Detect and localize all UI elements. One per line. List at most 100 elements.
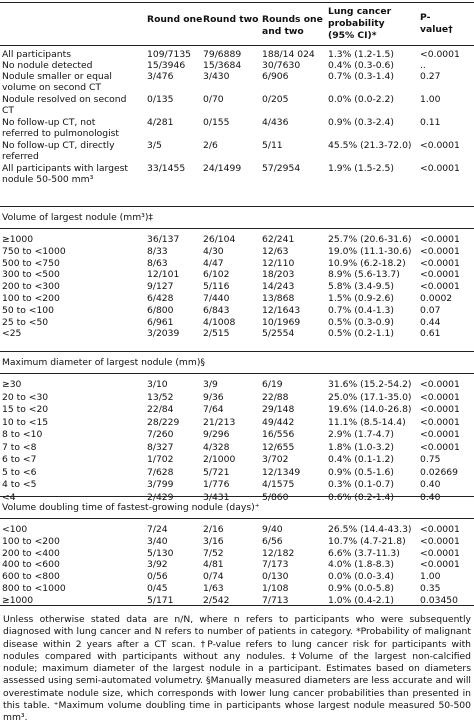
cell-p-value: ..	[420, 60, 426, 71]
cell-rounds-one-two: 7/713	[262, 595, 289, 606]
cell-rounds-one-two: 6/56	[262, 536, 283, 547]
cell-p-value: <0.0001	[420, 269, 460, 280]
header-rounds-one-two-line1: Rounds one	[262, 14, 323, 25]
cell-rounds-one-two: 3/702	[262, 454, 289, 465]
cell-rounds-one-two: 4/436	[262, 117, 289, 128]
cell-round-one: 12/101	[147, 269, 180, 280]
cell-round-two: 6/843	[203, 305, 230, 316]
row-label: 200 to <400	[2, 548, 60, 559]
cell-p-value: 0.0002	[420, 293, 453, 304]
cell-rounds-one-two: 22/88	[262, 392, 289, 403]
cell-p-value: <0.0001	[420, 404, 460, 415]
cell-p-value: <0.0001	[420, 548, 460, 559]
row-label: <100	[2, 524, 28, 535]
row-label: 6 to <7	[2, 454, 37, 465]
row-label: 600 to <800	[2, 571, 60, 582]
row-label: All participants with largest	[2, 163, 128, 174]
cell-round-two: 2/1000	[203, 454, 236, 465]
cell-rounds-one-two: 0/130	[262, 571, 289, 582]
table-rule	[0, 518, 474, 519]
cell-p-value: 0.27	[420, 71, 441, 82]
cell-round-two: 2/6	[203, 140, 218, 151]
cell-round-one: 3/10	[147, 379, 168, 390]
cell-p-value: 0.02669	[420, 467, 458, 478]
cell-round-one: 6/800	[147, 305, 174, 316]
row-label: CT	[2, 105, 15, 116]
row-label: 750 to <1000	[2, 246, 66, 257]
cell-round-two: 4/47	[203, 258, 224, 269]
table-rule	[0, 373, 474, 374]
cell-rounds-one-two: 5/860	[262, 492, 289, 503]
row-label: 800 to <1000	[2, 583, 66, 594]
table-rule	[0, 206, 474, 207]
cell-rounds-one-two: 12/63	[262, 246, 289, 257]
cell-round-one: 22/84	[147, 404, 174, 415]
row-label: <25	[2, 328, 22, 339]
header-rounds-one-two-line2: and two	[262, 26, 304, 37]
cell-rounds-one-two: 14/243	[262, 281, 295, 292]
cell-probability: 1.5% (0.9-2.6)	[328, 293, 394, 304]
cell-round-one: 3/2039	[147, 328, 180, 339]
cell-rounds-one-two: 12/1643	[262, 305, 301, 316]
cell-rounds-one-two: 49/442	[262, 417, 295, 428]
table-rule	[0, 496, 474, 497]
cell-round-one: 7/260	[147, 429, 174, 440]
row-label: 50 to <100	[2, 305, 54, 316]
cell-p-value: <0.0001	[420, 429, 460, 440]
cell-round-two: 2/515	[203, 328, 230, 339]
row-label: 5 to <6	[2, 467, 37, 478]
cell-probability: 19.6% (14.0-26.8)	[328, 404, 412, 415]
cell-p-value: <0.0001	[420, 281, 460, 292]
cell-probability: 6.6% (3.7-11.3)	[328, 548, 400, 559]
cell-round-two: 4/81	[203, 559, 224, 570]
cell-rounds-one-two: 62/241	[262, 234, 295, 245]
cell-p-value: 0.07	[420, 305, 441, 316]
cell-probability: 4.0% (1.8-8.3)	[328, 559, 394, 570]
cell-p-value: <0.0001	[420, 559, 460, 570]
cell-p-value: 0.75	[420, 454, 441, 465]
cell-probability: 45.5% (21.3-72.0)	[328, 140, 412, 151]
cell-rounds-one-two: 12/1349	[262, 467, 301, 478]
cell-round-one: 4/281	[147, 117, 174, 128]
cell-p-value: <0.0001	[420, 258, 460, 269]
cell-probability: 0.5% (0.2-1.1)	[328, 328, 394, 339]
cell-round-one: 7/24	[147, 524, 168, 535]
header-probability-line1: Lung cancer	[328, 6, 392, 17]
cell-p-value: <0.0001	[420, 49, 460, 60]
cell-p-value: <0.0001	[420, 442, 460, 453]
cell-round-two: 0/74	[203, 571, 224, 582]
cell-p-value: <0.0001	[420, 392, 460, 403]
cell-rounds-one-two: 1/108	[262, 583, 289, 594]
cell-round-two: 7/64	[203, 404, 224, 415]
cell-round-two: 3/16	[203, 536, 224, 547]
cell-round-two: 4/1008	[203, 317, 236, 328]
cell-probability: 0.0% (0.0-2.2)	[328, 94, 394, 105]
row-label: 300 to <500	[2, 269, 60, 280]
cell-p-value: <0.0001	[420, 379, 460, 390]
cell-round-one: 2/429	[147, 492, 174, 503]
cell-p-value: <0.0001	[420, 163, 460, 174]
cell-round-two: 9/296	[203, 429, 230, 440]
cell-round-two: 4/328	[203, 442, 230, 453]
cell-probability: 11.1% (8.5-14.4)	[328, 417, 406, 428]
table-rule	[0, 2, 474, 3]
cell-probability: 2.9% (1.7-4.7)	[328, 429, 394, 440]
cell-rounds-one-two: 188/14 024	[262, 49, 315, 60]
cell-round-one: 8/327	[147, 442, 174, 453]
cell-round-one: 3/476	[147, 71, 174, 82]
row-label: 7 to <8	[2, 442, 37, 453]
cell-round-two: 0/70	[203, 94, 224, 105]
cell-round-one: 36/137	[147, 234, 180, 245]
cell-probability: 0.0% (0.0-3.4)	[328, 571, 394, 582]
cell-round-one: 6/428	[147, 293, 174, 304]
cell-round-two: 6/102	[203, 269, 230, 280]
header-p-value-line1: P-	[420, 12, 431, 23]
row-label: 400 to <600	[2, 559, 60, 570]
cell-probability: 1.3% (1.2-1.5)	[328, 49, 394, 60]
cell-probability: 0.9% (0.5-1.6)	[328, 467, 394, 478]
cell-round-one: 7/628	[147, 467, 174, 478]
row-label: Nodule resolved on second	[2, 94, 127, 105]
cell-probability: 0.4% (0.1-1.2)	[328, 454, 394, 465]
cell-probability: 5.8% (3.4-9.5)	[328, 281, 394, 292]
cell-rounds-one-two: 29/148	[262, 404, 295, 415]
